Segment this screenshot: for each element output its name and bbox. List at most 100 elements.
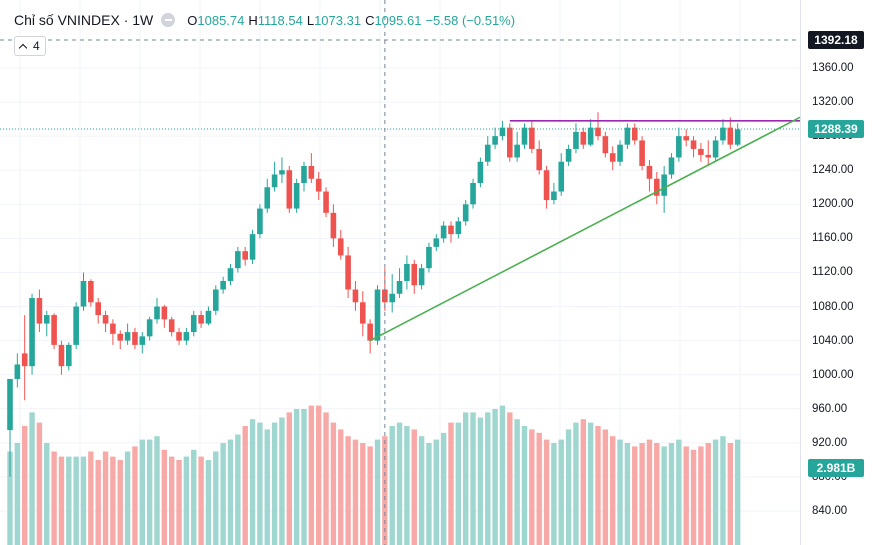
candle-body xyxy=(418,268,425,286)
last-price-badge: 1288.39 xyxy=(808,120,864,138)
volume-bar xyxy=(558,439,564,545)
indicator-count: 4 xyxy=(33,39,40,53)
candle-body xyxy=(536,148,542,171)
volume-bar xyxy=(470,412,476,545)
volume-bar xyxy=(44,443,50,545)
candle-body xyxy=(602,136,609,154)
y-tick-label: 1320.00 xyxy=(812,96,854,109)
candle-body xyxy=(301,165,307,184)
volume-bar xyxy=(455,422,462,545)
volume-bar xyxy=(213,451,219,545)
volume-bar xyxy=(426,443,432,545)
candle-body xyxy=(587,127,594,145)
volume-bar xyxy=(7,451,13,545)
volume-bar xyxy=(146,439,153,545)
volume-bar xyxy=(617,439,623,545)
candle-body xyxy=(470,183,476,205)
candle-body xyxy=(382,289,388,303)
candle-body xyxy=(683,136,689,141)
y-tick-label: 1000.00 xyxy=(812,368,854,381)
volume-bar xyxy=(492,409,498,545)
volume-bar xyxy=(191,449,197,545)
volume-bar xyxy=(654,443,660,545)
y-tick-label: 1240.00 xyxy=(812,164,854,177)
volume-bar xyxy=(132,446,138,545)
volume-bar xyxy=(602,429,609,545)
y-tick-label: 1040.00 xyxy=(812,334,854,347)
volume-bar xyxy=(661,446,667,545)
volume-bar xyxy=(698,446,704,545)
candle-body xyxy=(88,280,94,303)
candle-body xyxy=(102,315,109,324)
volume-bar xyxy=(404,426,410,545)
volume-bar xyxy=(176,460,182,545)
close-value: 1095.61 xyxy=(374,12,422,28)
volume-bar xyxy=(646,439,653,545)
volume-bar xyxy=(169,456,175,545)
volume-bar xyxy=(551,443,557,545)
candle-body xyxy=(66,344,72,367)
candle-body xyxy=(477,161,484,184)
candle-body xyxy=(631,127,638,141)
volume-bar xyxy=(316,405,322,545)
candle-body xyxy=(95,302,101,316)
volume-bar xyxy=(110,456,116,545)
volume-bar xyxy=(124,451,131,545)
volume-bar xyxy=(330,422,337,545)
candle-body xyxy=(668,157,675,175)
chevron-up-icon xyxy=(18,43,28,52)
candle-body xyxy=(345,255,351,290)
collapse-indicators-button[interactable]: 4 xyxy=(14,36,46,56)
candle-body xyxy=(617,144,623,162)
candle-body xyxy=(73,306,79,345)
volume-bar xyxy=(463,412,469,545)
candle-body xyxy=(433,238,440,247)
candle-body xyxy=(132,332,138,345)
volume-bar xyxy=(323,412,329,545)
candle-body xyxy=(36,298,43,324)
volume-bar xyxy=(242,426,248,545)
volume-bar xyxy=(507,412,513,545)
volume-bar xyxy=(374,439,381,545)
volume-bar xyxy=(220,443,226,545)
candle-body xyxy=(271,174,278,188)
candle-body xyxy=(183,332,190,341)
volume-bar xyxy=(279,417,285,545)
low-value: 1073.31 xyxy=(314,12,362,28)
volume-bar xyxy=(573,422,579,545)
candle-body xyxy=(58,344,65,367)
hide-indicator-icon[interactable] xyxy=(161,13,176,27)
volume-bar xyxy=(580,419,586,545)
volume-bar xyxy=(235,434,241,545)
volume-bar xyxy=(521,426,528,545)
volume-bar xyxy=(80,456,87,545)
candle-body xyxy=(624,127,631,145)
candle-body xyxy=(117,333,124,341)
volume-bar xyxy=(161,449,168,545)
candle-body xyxy=(720,127,726,141)
volume-bar xyxy=(712,439,719,545)
candle-body xyxy=(110,323,116,334)
volume-bar xyxy=(668,443,675,545)
volume-bar xyxy=(565,429,572,545)
volume-bar xyxy=(198,456,204,545)
volume-bar xyxy=(676,439,682,545)
candle-body xyxy=(205,310,212,324)
candle-body xyxy=(507,127,513,158)
candle-body xyxy=(646,165,653,179)
candle-body xyxy=(374,289,381,341)
volume-bar xyxy=(205,460,212,545)
candle-body xyxy=(43,315,50,324)
y-tick-label: 960.00 xyxy=(812,402,848,415)
volume-bar xyxy=(595,426,601,545)
candle-body xyxy=(514,144,520,158)
candle-body xyxy=(190,315,197,333)
volume-bar xyxy=(720,436,726,545)
candle-body xyxy=(21,353,28,367)
volume-bar xyxy=(183,456,190,545)
candle-body xyxy=(573,131,579,149)
candle-body xyxy=(257,208,263,235)
candle-body xyxy=(595,127,601,137)
